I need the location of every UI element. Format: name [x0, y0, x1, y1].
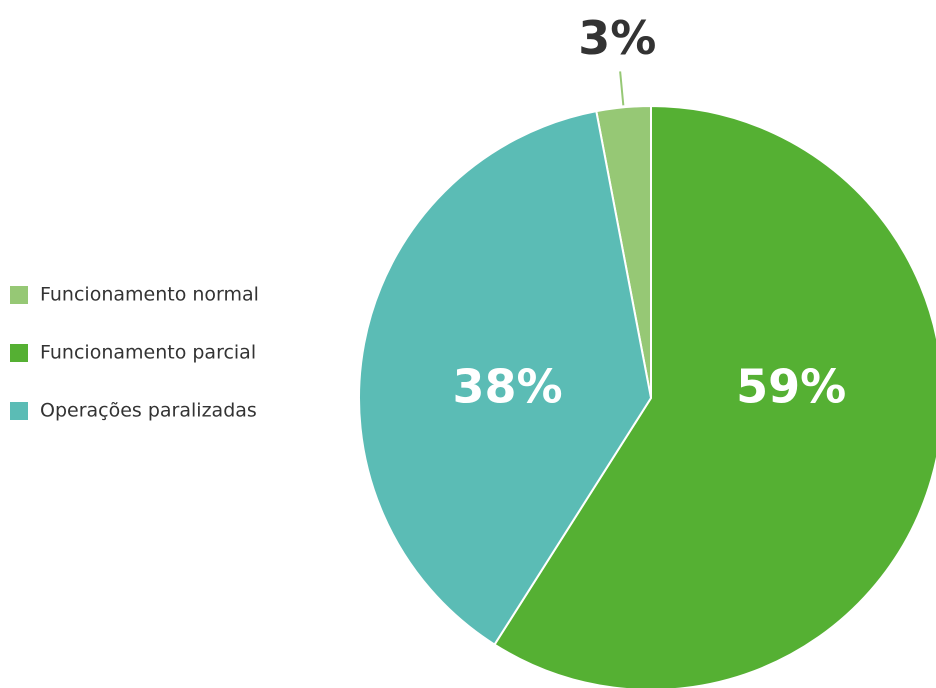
data-label: 3%	[578, 11, 656, 65]
legend-label: Operações paralizadas	[40, 400, 257, 422]
legend-swatch	[10, 344, 28, 362]
data-label: 38%	[453, 360, 563, 414]
legend-swatch	[10, 286, 28, 304]
legend-label: Funcionamento normal	[40, 284, 259, 306]
data-label: 59%	[736, 360, 846, 414]
legend-swatch	[10, 402, 28, 420]
pie-slice	[493, 104, 936, 688]
pie-slice	[358, 110, 653, 646]
legend-label: Funcionamento parcial	[40, 342, 256, 364]
leader-line	[619, 71, 625, 106]
